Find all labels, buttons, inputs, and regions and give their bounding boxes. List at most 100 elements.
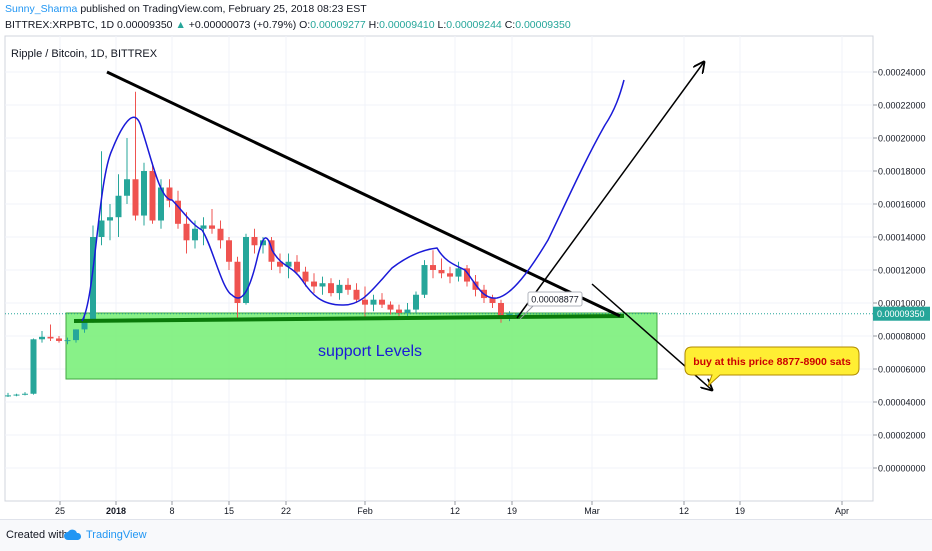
- close-value: 0.00009350: [515, 19, 571, 31]
- candle-body: [328, 283, 334, 294]
- candle-body: [498, 303, 504, 317]
- candle-body: [192, 228, 198, 241]
- candle-body: [22, 393, 28, 395]
- candle-body: [166, 187, 173, 201]
- candle-body: [260, 240, 266, 246]
- y-tick-label: 0.00018000: [878, 167, 926, 177]
- candle-body: [455, 268, 462, 277]
- low-label: L:: [437, 19, 447, 31]
- x-tick-label: 15: [224, 506, 234, 516]
- publish-info: Sunny_Sharma published on TradingView.co…: [5, 3, 367, 15]
- candle-body: [183, 223, 190, 241]
- candle-body: [506, 313, 513, 317]
- candle-body: [319, 283, 326, 287]
- candle-body: [251, 237, 258, 246]
- candle-body: [175, 200, 181, 224]
- x-tick-label: 25: [55, 506, 65, 516]
- last-price: 0.00009350: [117, 19, 173, 31]
- y-tick-label: 0.00012000: [878, 266, 926, 276]
- candle-body: [47, 336, 54, 339]
- x-tick-label: 12: [450, 506, 460, 516]
- candle-body: [430, 265, 436, 270]
- close-label: C:: [504, 19, 516, 31]
- candle-body: [336, 284, 343, 294]
- high-label: H:: [368, 19, 380, 31]
- candle-body: [294, 261, 300, 272]
- drawing-layer: 0.00008877 buy at this price 8877-8900 sa…: [5, 62, 873, 390]
- high-value: 0.00009410: [379, 19, 435, 31]
- y-tick-label: 0.00006000: [878, 365, 926, 375]
- support-label: support Levels: [318, 343, 422, 360]
- candle-body: [217, 228, 224, 241]
- y-tick-label: 0.00016000: [878, 200, 926, 210]
- candle-body: [90, 237, 96, 320]
- chart-title: Ripple / Bitcoin, 1D, BITTREX: [11, 48, 158, 60]
- support-zone: support Levels: [65, 312, 658, 380]
- x-tick-label: 8: [169, 506, 174, 516]
- current-price-label: 0.00009350: [877, 309, 925, 319]
- candle-body: [149, 171, 156, 221]
- candle-body: [98, 220, 105, 237]
- candle-body: [115, 195, 122, 218]
- open-label: O:: [299, 19, 311, 31]
- candle-body: [13, 394, 20, 396]
- candle-body: [396, 309, 402, 313]
- descending-trendline: [106, 70, 621, 318]
- tradingview-brand[interactable]: TradingView: [86, 529, 147, 541]
- up-triangle-icon: ▲: [175, 19, 186, 31]
- x-tick-label: 12: [679, 506, 689, 516]
- price-chart[interactable]: Ripple / Bitcoin, 1D, BITTREX support Le…: [0, 0, 932, 519]
- x-tick-label: Mar: [584, 506, 600, 516]
- candle-body: [268, 240, 275, 262]
- candle-body: [243, 237, 249, 303]
- price-tag-leader: [519, 305, 534, 320]
- current-price-badge: [873, 306, 930, 321]
- y-tick-label: 0.00022000: [878, 101, 926, 111]
- y-tick-label: 0.00024000: [878, 68, 926, 78]
- x-tick-label: 19: [735, 506, 745, 516]
- y-tick-label: 0.00004000: [878, 398, 926, 408]
- candle-body: [404, 309, 411, 313]
- plot-area[interactable]: [4, 35, 874, 502]
- x-tick-label: Feb: [357, 506, 373, 516]
- tradingview-cloud-icon: [64, 529, 82, 540]
- price-tag-box: [527, 291, 583, 307]
- y-tick-label: 0.00010000: [878, 299, 926, 309]
- blue-projection-curve: [81, 79, 625, 322]
- candle-body: [413, 294, 419, 310]
- x-tick-label: Apr: [835, 506, 849, 516]
- bullish-arrow: [516, 62, 704, 319]
- x-tick-label: 19: [507, 506, 517, 516]
- price-axis[interactable]: 0.00024000 0.00022000 0.00020000 0.00018000…: [873, 68, 930, 474]
- symbol-label: BITTREX:XRPBTC, 1D: [5, 19, 115, 31]
- support-box: [65, 312, 658, 380]
- y-tick-label: 0.00020000: [878, 134, 926, 144]
- candle-body: [200, 225, 207, 229]
- candle-body: [132, 179, 139, 216]
- candle-body: [73, 329, 79, 341]
- footer-bar: Created with TradingView: [0, 519, 932, 551]
- y-tick-label: 0.00014000: [878, 233, 926, 243]
- created-with-text: Created with: [6, 529, 68, 541]
- candle-body: [81, 319, 88, 330]
- candle-body: [285, 261, 292, 267]
- candle-body: [387, 304, 394, 310]
- support-trendline: [73, 314, 625, 323]
- price-change: +0.00000073 (+0.79%): [188, 19, 297, 31]
- x-tick-label: 2018: [106, 506, 126, 516]
- ohlc-bar: BITTREX:XRPBTC, 1D 0.00009350 ▲ +0.00000…: [5, 19, 571, 31]
- candle-body: [421, 265, 428, 295]
- candle-body: [39, 336, 45, 340]
- candle-body: [30, 339, 37, 394]
- candle-body: [64, 340, 71, 342]
- candle-body: [362, 299, 368, 305]
- low-value: 0.00009244: [446, 19, 502, 31]
- time-axis[interactable]: 25 2018 8 15 22 Feb 12 19 Mar 12 19 Apr: [55, 501, 849, 516]
- candle-body: [438, 270, 445, 274]
- published-text: published on TradingView.com, February 2…: [80, 3, 367, 15]
- candle-body: [345, 284, 351, 290]
- candle-body: [277, 261, 283, 267]
- candle-body: [141, 171, 147, 216]
- author-link[interactable]: Sunny_Sharma: [5, 3, 78, 15]
- candle-body: [370, 299, 377, 305]
